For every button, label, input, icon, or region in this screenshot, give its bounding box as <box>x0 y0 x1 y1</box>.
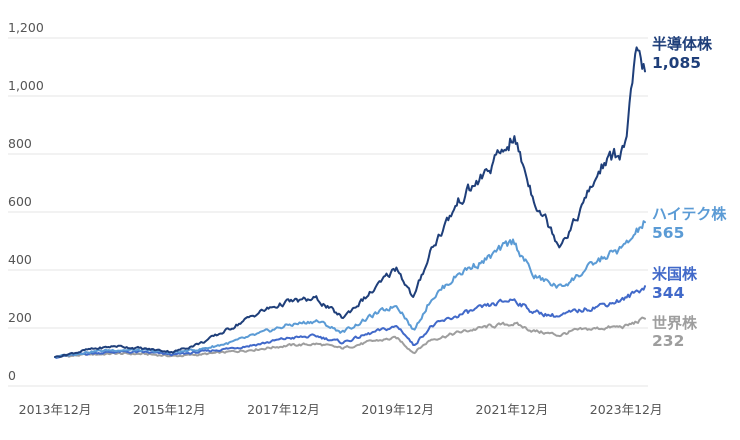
series-end-value-label: 1,085 <box>652 54 701 72</box>
y-tick-label: 200 <box>8 310 32 325</box>
series-lines <box>54 46 646 359</box>
x-tick-label: 2015年12月 <box>133 402 206 417</box>
series-end-value-label: 344 <box>652 284 685 302</box>
x-tick-label: 2017年12月 <box>247 402 320 417</box>
y-tick-label: 1,200 <box>8 20 44 35</box>
y-axis-ticks: 0 200 400 600 800 1,000 1,200 <box>8 20 44 383</box>
x-tick-label: 2013年12月 <box>19 402 92 417</box>
x-tick-label: 2021年12月 <box>476 402 549 417</box>
series-line-3 <box>54 46 646 358</box>
series-name-label: 米国株 <box>652 265 698 283</box>
series-line-0 <box>54 316 646 358</box>
series-name-label: 世界株 <box>652 314 698 332</box>
y-tick-label: 400 <box>8 252 32 267</box>
y-tick-label: 600 <box>8 194 32 209</box>
grid-lines <box>8 37 648 387</box>
x-tick-label: 2023年12月 <box>590 402 663 417</box>
x-axis-ticks: 2013年12月 2015年12月 2017年12月 2019年12月 2021年12月… <box>19 402 663 417</box>
series-end-value-label: 232 <box>652 332 684 350</box>
y-tick-label: 1,000 <box>8 78 44 93</box>
series-name-label: 半導体株 <box>652 35 713 53</box>
y-tick-label: 800 <box>8 136 32 151</box>
series-line-2 <box>54 220 646 359</box>
x-tick-label: 2019年12月 <box>361 402 434 417</box>
y-tick-label: 0 <box>8 368 16 383</box>
series-end-value-label: 565 <box>652 224 684 242</box>
series-name-label: ハイテク株 <box>652 205 727 223</box>
